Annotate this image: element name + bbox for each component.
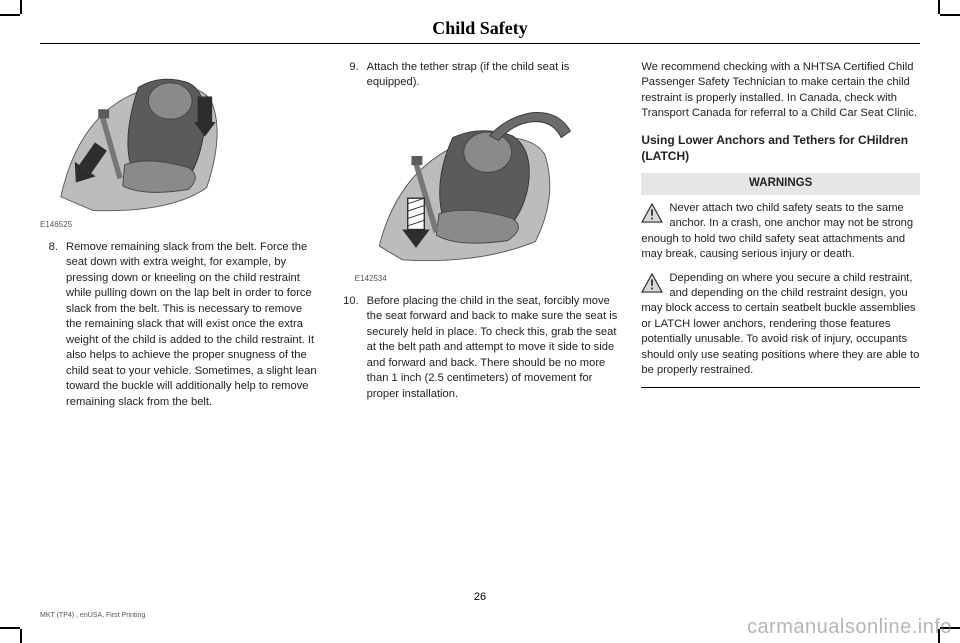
footer-left-text: MKT (TP4) , enUSA, First Printing <box>40 612 145 619</box>
step-10-text: Before placing the child in the seat, fo… <box>367 294 620 402</box>
step-9-text: Attach the tether strap (if the child se… <box>367 60 620 91</box>
warnings-divider <box>641 387 920 388</box>
figure-2 <box>341 99 620 269</box>
figure-1-label: E146525 <box>40 219 319 230</box>
watermark: carmanualsonline.info <box>747 616 952 639</box>
page-number: 26 <box>40 591 920 603</box>
step-10: 10. Before placing the child in the seat… <box>341 294 620 402</box>
warning-icon <box>641 273 663 293</box>
figure-1 <box>40 60 319 215</box>
page-header: Child Safety <box>40 18 920 44</box>
warning-2-text: Depending on where you secure a child re… <box>641 272 919 377</box>
step-8-number: 8. <box>40 240 58 410</box>
three-column-layout: E146525 8. Remove remaining slack from t… <box>40 60 920 418</box>
step-8-text: Remove remaining slack from the belt. Fo… <box>66 240 319 410</box>
figure-2-label: E142534 <box>355 273 620 284</box>
warning-1: Never attach two child safety seats to t… <box>641 201 920 263</box>
page-content: Child Safety <box>40 18 920 625</box>
step-8: 8. Remove remaining slack from the belt.… <box>40 240 319 410</box>
latch-subhead: Using Lower Anchors and Tethers for CHil… <box>641 132 920 165</box>
step-10-number: 10. <box>341 294 359 402</box>
page-title: Child Safety <box>40 18 920 39</box>
intro-paragraph: We recommend checking with a NHTSA Certi… <box>641 60 920 122</box>
warnings-header: WARNINGS <box>641 173 920 195</box>
warning-icon <box>641 203 663 223</box>
step-9-number: 9. <box>341 60 359 91</box>
warning-2: Depending on where you secure a child re… <box>641 271 920 379</box>
step-9: 9. Attach the tether strap (if the child… <box>341 60 620 91</box>
column-3: We recommend checking with a NHTSA Certi… <box>641 60 920 418</box>
column-2: 9. Attach the tether strap (if the child… <box>341 60 620 418</box>
warning-1-text: Never attach two child safety seats to t… <box>641 202 913 260</box>
column-1: E146525 8. Remove remaining slack from t… <box>40 60 319 418</box>
